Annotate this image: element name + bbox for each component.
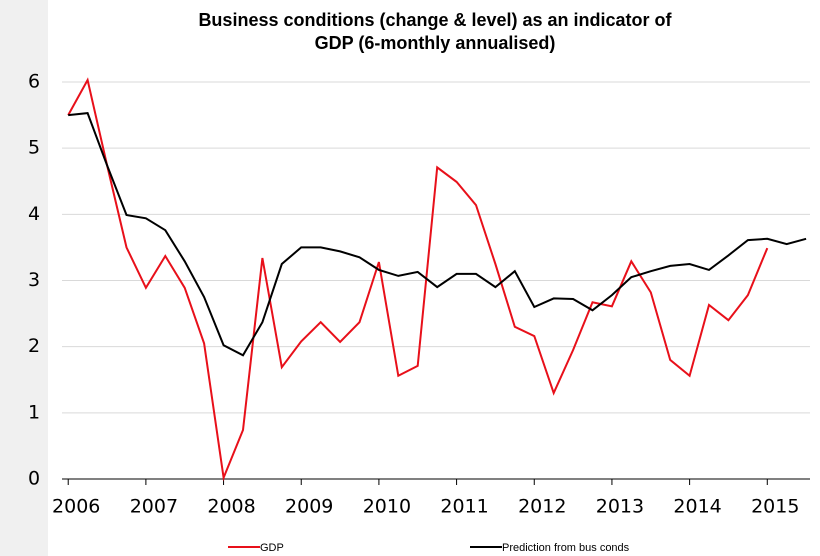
legend-label: GDP — [260, 542, 284, 554]
x-tick-label: 2010 — [363, 496, 411, 518]
y-tick-label: 1 — [28, 401, 40, 423]
x-tick-label: 2015 — [751, 496, 799, 518]
chart-title-line: Business conditions (change & level) as … — [198, 10, 672, 30]
y-tick-label: 2 — [28, 335, 40, 357]
y-tick-label: 6 — [28, 71, 40, 93]
side-panel — [0, 0, 48, 556]
x-tick-label: 2011 — [440, 496, 488, 518]
y-tick-label: 3 — [28, 269, 40, 291]
x-tick-label: 2006 — [52, 496, 100, 518]
x-tick-label: 2008 — [207, 496, 255, 518]
x-tick-label: 2007 — [130, 496, 178, 518]
y-tick-label: 4 — [28, 203, 40, 225]
x-tick-label: 2013 — [596, 496, 644, 518]
series-line — [68, 112, 807, 357]
y-tick-label: 0 — [28, 468, 40, 490]
y-tick-label: 5 — [28, 137, 40, 159]
x-tick-label: 2012 — [518, 496, 566, 518]
x-tick-label: 2014 — [673, 496, 721, 518]
x-tick-label: 2009 — [285, 496, 333, 518]
legend-label: Prediction from bus conds — [502, 542, 630, 554]
series-line — [67, 77, 769, 482]
chart-title-line: GDP (6-monthly annualised) — [315, 33, 556, 53]
